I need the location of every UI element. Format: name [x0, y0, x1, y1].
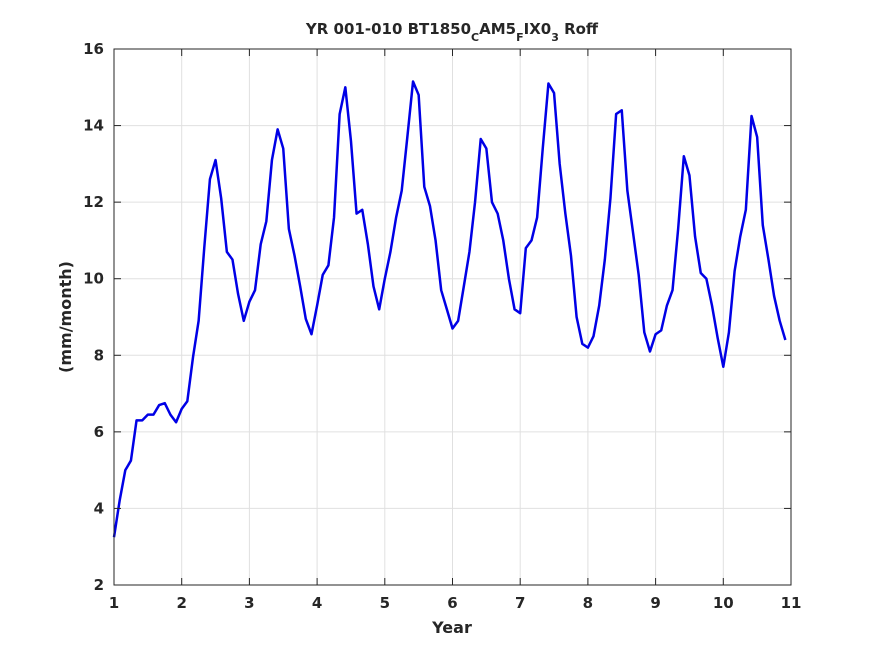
y-tick-label: 8: [94, 346, 104, 364]
title-suffix: Roff: [559, 20, 599, 38]
title-mid-1: AM5: [479, 20, 516, 38]
runoff-series-line: [112, 80, 787, 538]
y-tick-label: 12: [83, 193, 104, 211]
x-tick-label: 4: [312, 594, 322, 612]
title-subscript-1: C: [471, 31, 479, 44]
y-tick-label: 14: [83, 117, 104, 135]
y-axis-label: (mm/month): [56, 261, 75, 373]
x-axis-label: Year: [431, 618, 472, 637]
title-prefix: YR 001-010 BT1850: [305, 20, 471, 38]
y-tick-label: 6: [94, 423, 104, 441]
data-layer: [112, 80, 787, 538]
x-tick-label: 1: [109, 594, 119, 612]
chart-title: YR 001-010 BT1850CAM5FIX03 Roff: [305, 20, 599, 44]
x-tick-label: 5: [380, 594, 390, 612]
y-tick-label: 2: [94, 576, 104, 594]
x-tick-label: 11: [781, 594, 802, 612]
y-tick-label: 16: [83, 40, 104, 58]
x-tick-label: 6: [447, 594, 457, 612]
x-tick-label: 3: [244, 594, 254, 612]
x-tick-label: 8: [583, 594, 593, 612]
title-mid-2: IX0: [524, 20, 552, 38]
x-tick-label: 9: [650, 594, 660, 612]
x-tick-label: 10: [713, 594, 734, 612]
title-subscript-2: F: [516, 31, 524, 44]
x-tick-label: 2: [176, 594, 186, 612]
y-tick-label: 10: [83, 270, 104, 288]
x-tick-label: 7: [515, 594, 525, 612]
y-tick-label: 4: [94, 499, 104, 517]
title-subscript-3: 3: [551, 31, 559, 44]
